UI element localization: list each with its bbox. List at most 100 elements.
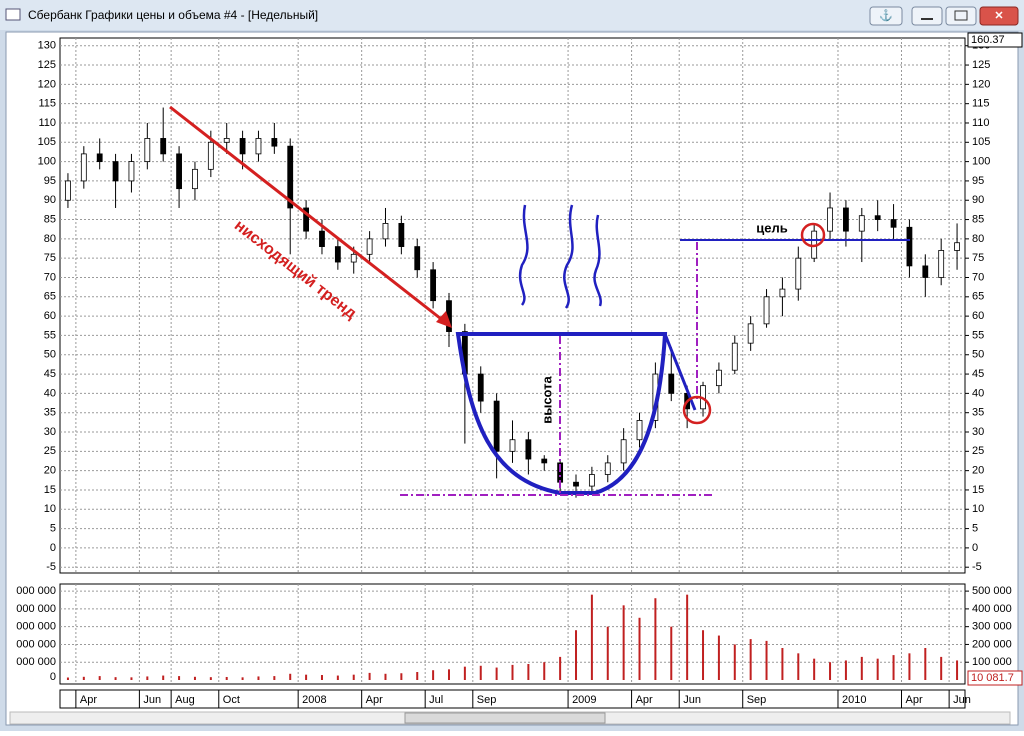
close-button[interactable] <box>979 6 1019 26</box>
x-tick-label: Apr <box>905 694 922 706</box>
volume-bar <box>797 653 800 680</box>
x-tick-label: Jun <box>683 694 701 706</box>
volume-bar <box>146 676 149 680</box>
y-tick-label-left: 15 <box>44 484 56 496</box>
y-tick-label: 95 <box>972 175 984 187</box>
volume-bar <box>352 674 355 680</box>
handle <box>663 333 697 411</box>
date-axis <box>59 689 966 709</box>
candle-body <box>890 219 897 228</box>
volume-bar <box>956 660 959 680</box>
volume-bar <box>781 648 784 680</box>
volume-bar <box>432 670 435 680</box>
volume-bar <box>702 630 705 680</box>
volume-bar <box>305 674 308 680</box>
candle-body <box>795 257 802 290</box>
y-tick-label-left: 130 <box>38 40 56 52</box>
close-icon: ✕ <box>994 10 1003 22</box>
candle-body <box>398 223 405 247</box>
y-tick-label-left: 30 <box>44 426 56 438</box>
pin-button[interactable] <box>869 6 903 26</box>
scroll-thumb[interactable] <box>404 712 606 724</box>
candle-body <box>287 145 294 209</box>
candle-body <box>144 138 151 163</box>
candle-body <box>303 207 309 232</box>
candle-body <box>716 369 722 387</box>
volume-bar <box>733 644 736 680</box>
y-tick-label: 85 <box>972 213 984 225</box>
steam <box>593 214 602 307</box>
y-tick-label: 35 <box>972 407 984 419</box>
candle-body <box>573 481 579 487</box>
x-tick-label: 2010 <box>842 694 866 706</box>
candle-body <box>620 439 627 464</box>
volume-bar <box>400 673 403 680</box>
volume-bar <box>225 676 228 680</box>
y-tick-label: 100 000 <box>972 656 1012 668</box>
maximize-button[interactable] <box>945 6 977 26</box>
candle-body <box>827 207 833 232</box>
y-tick-label: 115 <box>972 98 990 110</box>
breakout-circle <box>682 395 712 425</box>
title-bar <box>0 0 1024 30</box>
candle-body <box>636 420 643 441</box>
volume-bar <box>606 626 609 680</box>
candle-body <box>731 342 738 371</box>
candle-body <box>430 269 437 302</box>
window-title: Сбербанк Графики цены и объема #4 - [Нед… <box>28 8 318 22</box>
x-tick-label: Apr <box>80 694 97 706</box>
maximize-icon <box>954 10 968 21</box>
cup <box>455 332 668 495</box>
candle-body <box>350 253 357 263</box>
volume-bar <box>320 675 323 680</box>
y-tick-label: 65 <box>972 291 984 303</box>
pin-icon: ⚓ <box>879 9 893 22</box>
candle-body <box>271 138 278 147</box>
y-tick-label: 20 <box>972 465 984 477</box>
minimize-button[interactable] <box>911 6 943 26</box>
volume-bar <box>527 664 530 680</box>
candle-body <box>96 153 103 163</box>
last-value: 160.37 <box>971 34 1005 46</box>
volume-bar <box>241 677 244 680</box>
volume-bar <box>892 655 895 680</box>
candle-body <box>192 168 198 190</box>
candle-body <box>80 153 87 182</box>
y-tick-label: 15 <box>972 484 984 496</box>
y-tick-label-left: 80 <box>44 233 56 245</box>
x-tick-label: Apr <box>366 694 383 706</box>
volume-bar <box>590 594 593 680</box>
y-tick-label-left: 110 <box>38 117 56 129</box>
y-tick-label-left: 70 <box>44 271 56 283</box>
height-label: высота <box>539 375 554 423</box>
y-tick-label-left: 55 <box>44 329 56 341</box>
volume-bar <box>686 594 689 680</box>
y-tick-label-left: 000 000 <box>16 621 56 633</box>
y-tick-label-left: 125 <box>38 59 56 71</box>
candle-body <box>588 474 595 487</box>
x-tick-label: Sep <box>747 694 767 706</box>
candle-body <box>858 215 865 232</box>
candle-body <box>160 138 167 155</box>
target-label: цель <box>756 220 787 235</box>
arrow-head <box>436 311 452 328</box>
y-tick-label: 75 <box>972 252 984 264</box>
y-tick-label-left: 000 000 <box>16 585 56 597</box>
y-tick-label-left: 90 <box>44 194 56 206</box>
trend-arrow <box>169 105 446 324</box>
candle-body <box>493 400 500 452</box>
y-tick-label: 500 000 <box>972 585 1012 597</box>
last-value-box <box>967 32 1023 48</box>
candle-body <box>763 296 770 325</box>
x-tick-label: 2009 <box>572 694 596 706</box>
candle-body <box>843 207 849 232</box>
candle-body <box>954 242 960 251</box>
y-tick-label-left: 10 <box>44 503 56 515</box>
volume-bar <box>336 675 339 680</box>
candle-body <box>604 462 611 475</box>
y-tick-label: 0 <box>972 542 978 554</box>
volume-bar <box>82 676 85 680</box>
volume-bar <box>273 676 276 680</box>
volume-bar <box>670 626 673 680</box>
